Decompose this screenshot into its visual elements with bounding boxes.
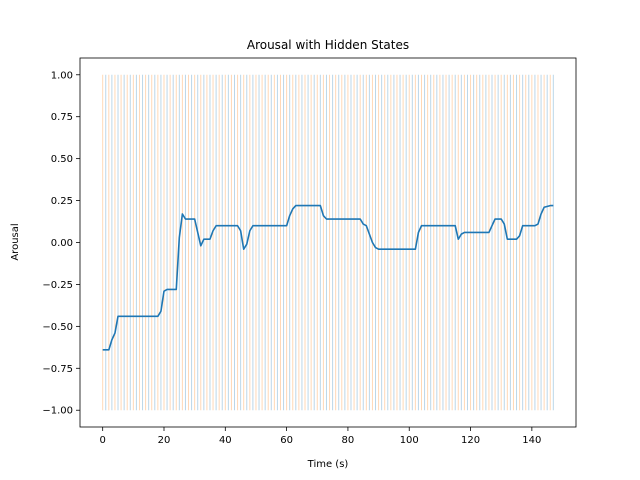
y-tick-label: −0.50 xyxy=(42,322,73,333)
x-tick-label: 60 xyxy=(280,435,293,446)
y-tick-label: −0.75 xyxy=(42,364,73,375)
chart-title: Arousal with Hidden States xyxy=(247,38,409,52)
y-tick-label: 0.25 xyxy=(51,196,73,207)
y-tick-label: 0.75 xyxy=(51,112,73,123)
series-layer xyxy=(102,204,554,351)
x-axis-label: Time (s) xyxy=(307,459,349,470)
x-tick-label: 0 xyxy=(99,435,105,446)
x-tick-label: 40 xyxy=(219,435,232,446)
y-tick-label: −1.00 xyxy=(42,406,73,417)
x-axis: 0 20 40 60 80 100 120 140 xyxy=(99,427,541,446)
series-line xyxy=(102,204,554,351)
x-tick-label: 140 xyxy=(522,435,541,446)
x-tick-label: 100 xyxy=(400,435,419,446)
x-tick-label: 80 xyxy=(342,435,355,446)
y-axis-label: Arousal xyxy=(10,223,21,260)
y-tick-label: 0.00 xyxy=(51,238,73,249)
y-tick-label: −0.25 xyxy=(42,280,73,291)
hidden-states-layer xyxy=(102,74,554,411)
x-tick-label: 120 xyxy=(461,435,480,446)
y-tick-label: 0.50 xyxy=(51,154,73,165)
y-axis: −1.00 −0.75 −0.50 −0.25 0.00 0.25 0.50 0.75 1.00 xyxy=(42,70,80,417)
x-tick-label: 20 xyxy=(158,435,171,446)
y-tick-label: 1.00 xyxy=(51,70,73,81)
